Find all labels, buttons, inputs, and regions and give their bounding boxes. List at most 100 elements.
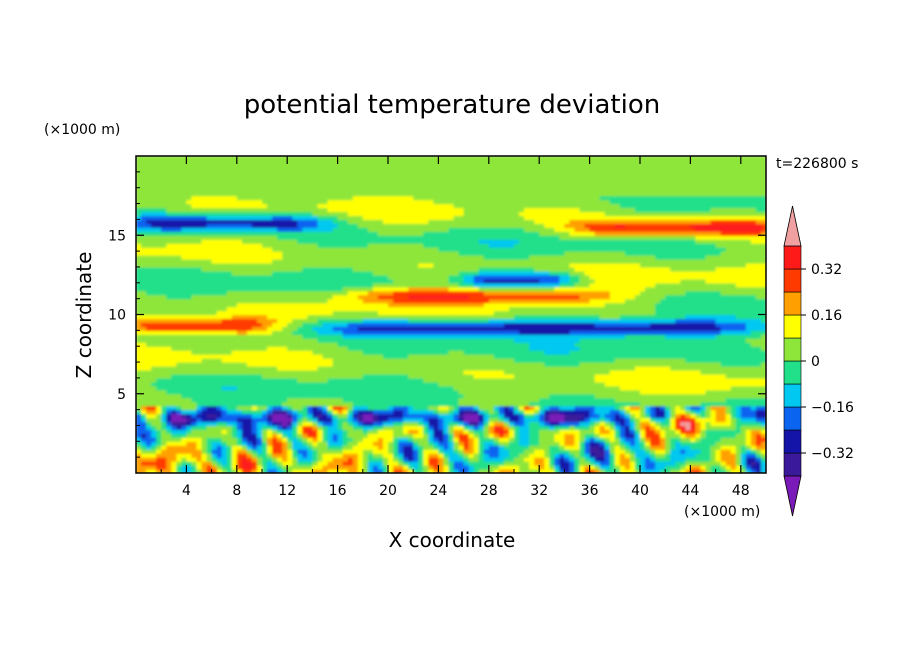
contour-cell bbox=[267, 417, 273, 423]
contour-cell bbox=[604, 358, 611, 363]
contour-cell bbox=[327, 405, 334, 411]
contour-cell bbox=[735, 417, 742, 423]
contour-cell bbox=[503, 453, 510, 458]
contour-cell bbox=[277, 445, 283, 450]
contour-cell bbox=[141, 429, 147, 434]
contour-cell bbox=[614, 338, 621, 343]
contour-cell bbox=[251, 417, 258, 423]
contour-cell bbox=[181, 381, 187, 387]
contour-cell bbox=[655, 330, 661, 335]
contour-cell bbox=[695, 350, 702, 355]
contour-cell bbox=[151, 346, 157, 351]
contour-cell bbox=[241, 366, 248, 371]
contour-cell bbox=[393, 393, 399, 399]
contour-cell bbox=[589, 346, 596, 351]
contour-cell bbox=[231, 350, 238, 355]
contour-cell bbox=[307, 354, 313, 359]
contour-cell bbox=[388, 409, 394, 415]
contour-cell bbox=[413, 318, 419, 324]
contour-cell bbox=[388, 401, 394, 407]
contour-cell bbox=[524, 330, 530, 335]
contour-cell bbox=[428, 397, 434, 403]
contour-cell bbox=[403, 413, 409, 419]
contour-cell bbox=[735, 421, 742, 427]
contour-cell bbox=[670, 397, 676, 403]
contour-cell bbox=[579, 417, 586, 423]
contour-cell bbox=[413, 358, 419, 363]
contour-cell bbox=[463, 326, 470, 331]
contour-cell bbox=[680, 350, 686, 355]
contour-cell bbox=[619, 429, 626, 434]
contour-cell bbox=[685, 453, 691, 458]
contour-cell bbox=[514, 409, 520, 415]
contour-cell bbox=[730, 465, 737, 470]
contour-cell bbox=[519, 346, 525, 351]
contour-cell bbox=[619, 389, 626, 395]
contour-cell bbox=[403, 461, 409, 466]
contour-cell bbox=[498, 429, 505, 434]
contour-cell bbox=[529, 385, 535, 391]
contour-cell bbox=[176, 342, 182, 347]
contour-cell bbox=[670, 354, 676, 359]
contour-cell bbox=[559, 413, 565, 419]
contour-cell bbox=[166, 326, 172, 331]
contour-cell bbox=[231, 413, 238, 419]
contour-cell bbox=[629, 381, 636, 387]
contour-cell bbox=[680, 405, 686, 411]
contour-cell bbox=[640, 362, 646, 367]
contour-cell bbox=[670, 433, 676, 438]
contour-cell bbox=[498, 421, 505, 427]
contour-cell bbox=[166, 429, 172, 434]
contour-cell bbox=[519, 465, 525, 470]
contour-cell bbox=[322, 322, 329, 327]
contour-cell bbox=[362, 405, 369, 411]
contour-cell bbox=[226, 417, 233, 423]
contour-cell bbox=[655, 437, 661, 442]
contour-cell bbox=[377, 369, 384, 375]
contour-cell bbox=[382, 322, 389, 327]
contour-cell bbox=[463, 318, 470, 324]
contour-cell bbox=[640, 413, 646, 419]
contour-cell bbox=[151, 409, 157, 415]
contour-cell bbox=[171, 465, 177, 470]
contour-cell bbox=[579, 358, 586, 363]
contour-cell bbox=[680, 413, 686, 419]
contour-cell bbox=[478, 346, 485, 351]
contour-cell bbox=[322, 417, 329, 423]
contour-cell bbox=[146, 417, 152, 423]
contour-cell bbox=[141, 334, 147, 339]
contour-cell bbox=[413, 314, 419, 320]
contour-cell bbox=[604, 441, 611, 446]
contour-cell bbox=[302, 373, 308, 379]
contour-cell bbox=[327, 358, 334, 363]
contour-cell bbox=[267, 461, 273, 466]
contour-cell bbox=[755, 362, 762, 367]
contour-cell bbox=[136, 369, 142, 375]
contour-cell bbox=[478, 401, 485, 407]
contour-cell bbox=[599, 358, 606, 363]
contour-cell bbox=[539, 397, 545, 403]
contour-cell bbox=[740, 461, 747, 466]
contour-cell bbox=[589, 401, 596, 407]
contour-cell bbox=[453, 326, 460, 331]
contour-cell bbox=[428, 322, 434, 327]
contour-cell bbox=[609, 413, 616, 419]
contour-cell bbox=[750, 358, 757, 363]
contour-cell bbox=[312, 397, 319, 403]
contour-cell bbox=[236, 441, 243, 446]
contour-cell bbox=[448, 350, 455, 355]
contour-cell bbox=[463, 469, 470, 473]
contour-cell bbox=[256, 377, 263, 383]
contour-cell bbox=[574, 342, 581, 347]
contour-cell bbox=[191, 389, 198, 395]
contour-cell bbox=[448, 409, 455, 415]
contour-cell bbox=[695, 425, 702, 431]
contour-cell bbox=[549, 417, 555, 423]
contour-cell bbox=[529, 358, 535, 363]
contour-cell bbox=[352, 397, 359, 403]
contour-cell bbox=[352, 338, 359, 343]
contour-cell bbox=[438, 369, 445, 375]
contour-cell bbox=[660, 322, 666, 327]
contour-cell bbox=[156, 346, 162, 351]
contour-cell bbox=[342, 373, 349, 379]
